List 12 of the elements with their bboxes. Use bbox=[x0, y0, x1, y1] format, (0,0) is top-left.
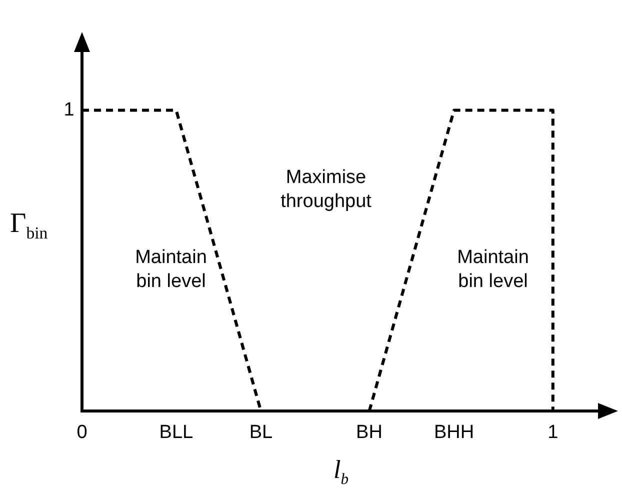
x-tick-label: BH bbox=[356, 422, 382, 443]
x-tick-label: BHH bbox=[434, 422, 474, 443]
x-tick-label: BL bbox=[249, 422, 273, 443]
y-axis-title: Γ$_{bin}$ bbox=[10, 208, 48, 244]
x-tick-label: BLL bbox=[159, 422, 194, 443]
text: 1 bbox=[64, 99, 74, 120]
annotation: Maintain bin level bbox=[457, 247, 529, 292]
x-tick-label: 0 bbox=[76, 422, 88, 443]
annotation: Maximise throughput bbox=[280, 167, 372, 212]
annotation: Maintain bin level bbox=[135, 247, 207, 292]
x-tick-label: 1 bbox=[548, 422, 558, 443]
x-axis-title: l$_{b}$ bbox=[334, 455, 349, 490]
